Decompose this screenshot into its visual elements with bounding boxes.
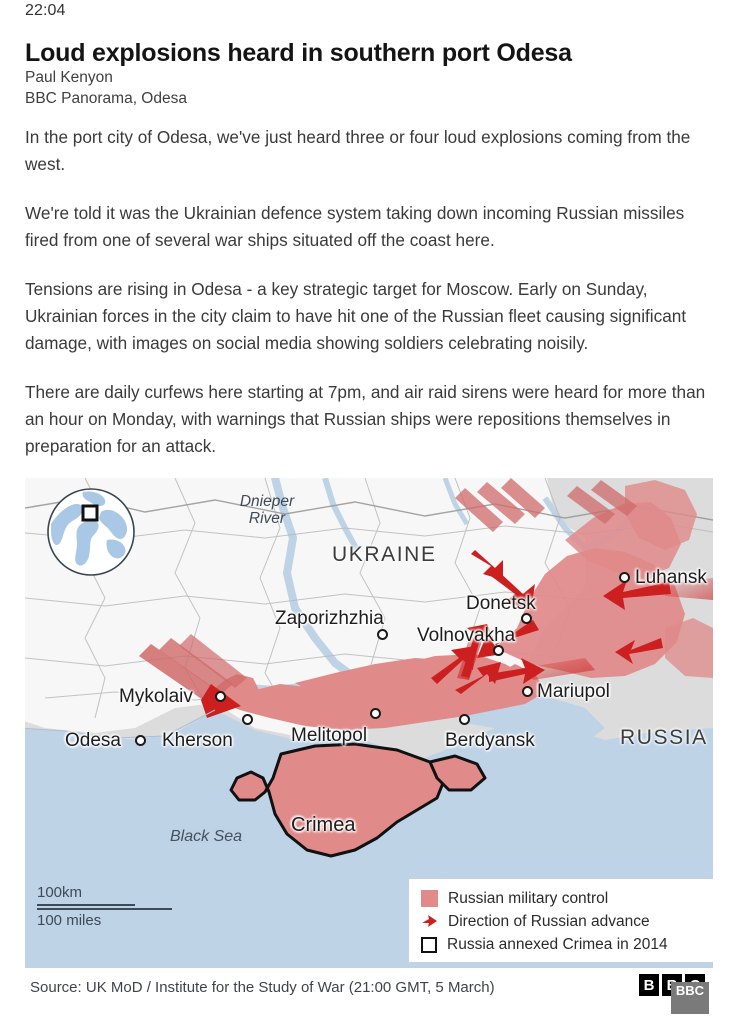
scale-km-label: 100km [37,884,83,901]
legend-label: Russia annexed Crimea in 2014 [447,935,668,953]
globe-inset [45,486,137,578]
legend-item-russian-control: Russian military control [421,887,703,910]
city-dot-volnovakha [493,645,504,656]
arrow-icon [421,913,438,930]
article-paragraph: There are daily curfews here starting at… [25,382,706,456]
outline-box-icon [421,936,437,953]
article-body: In the port city of Odesa, we've just he… [25,124,710,482]
article-paragraph: We're told it was the Ukrainian defence … [25,203,685,250]
map-source: Source: UK MoD / Institute for the Study… [30,979,495,996]
legend-item-advance: Direction of Russian advance [421,910,703,933]
city-dot-luhansk [619,572,630,583]
scale-miles-label: 100 miles [37,912,102,929]
bbc-watermark: BBC [671,982,709,1014]
legend-label: Russian military control [448,889,609,907]
city-dot-kherson [242,714,253,725]
map-footer: Source: UK MoD / Institute for the Study… [25,970,713,1014]
legend-label: Direction of Russian advance [448,912,650,930]
article-timestamp: 22:04 [25,2,66,19]
byline-role: BBC Panorama, Odesa [25,90,187,107]
map-legend: Russian military control Direction of Ru… [409,879,713,962]
city-dot-berdyansk [459,714,470,725]
legend-item-annexed-crimea: Russia annexed Crimea in 2014 [421,933,703,956]
article-paragraph: Tensions are rising in Odesa - a key str… [25,279,687,353]
map-scale-bar: 100km 100 miles [37,884,197,929]
fill-swatch-icon [421,890,438,907]
city-dot-mykolaiv [215,691,226,702]
scale-line-miles [37,908,172,910]
map-figure: Dnieper River UKRAINE RUSSIA Luhansk Done… [25,478,713,1024]
city-dot-donetsk [521,613,532,624]
city-dot-melitopol [370,708,381,719]
byline-author: Paul Kenyon [25,69,113,86]
bbc-block-1: B [639,974,659,996]
city-dot-mariupol [522,686,533,697]
city-dot-zaporizhzhia [377,629,388,640]
page-title: Loud explosions heard in southern port O… [25,38,572,67]
ukraine-war-map: Dnieper River UKRAINE RUSSIA Luhansk Done… [25,478,713,968]
city-dot-odesa [135,735,146,746]
scale-line-km [37,904,135,906]
article-paragraph: In the port city of Odesa, we've just he… [25,127,691,174]
